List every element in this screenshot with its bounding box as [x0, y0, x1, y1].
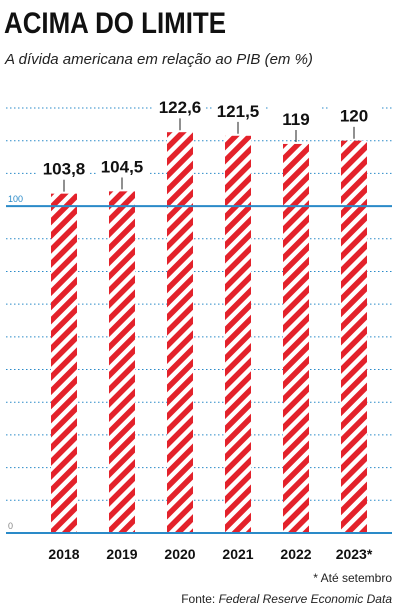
y-tick-label: 0 — [8, 521, 13, 531]
value-label: 104,5 — [101, 157, 144, 176]
chart-title: ACIMA DO LIMITE — [4, 7, 226, 40]
label-box — [270, 105, 322, 130]
chart-subtitle: A dívida americana em relação ao PIB (em… — [4, 51, 313, 68]
x-tick-label: 2021 — [222, 546, 253, 562]
bar — [109, 191, 135, 533]
value-label: 121,5 — [217, 102, 260, 121]
label-box — [212, 97, 264, 122]
value-label: 120 — [340, 107, 368, 126]
bar — [283, 143, 309, 533]
source: Fonte: Federal Reserve Economic Data — [181, 592, 392, 606]
value-label: 119 — [282, 110, 309, 129]
label-box — [154, 94, 206, 119]
value-label: 103,8 — [43, 160, 86, 179]
x-tick-label: 2018 — [48, 546, 79, 562]
label-box — [96, 153, 148, 178]
bar — [225, 135, 251, 534]
x-tick-label: 2020 — [164, 546, 195, 562]
source-name: Federal Reserve Economic Data — [219, 592, 393, 606]
label-box — [328, 102, 380, 127]
bar — [167, 132, 193, 533]
bar — [51, 193, 77, 533]
x-tick-label: 2019 — [106, 546, 137, 562]
value-label: 122,6 — [159, 98, 202, 117]
bar — [341, 140, 367, 533]
source-label: Fonte: — [181, 592, 215, 606]
y-tick-label: 100 — [8, 194, 23, 204]
x-tick-label: 2023* — [336, 546, 373, 562]
x-tick-label: 2022 — [280, 546, 311, 562]
footnote: * Até setembro — [313, 571, 392, 585]
label-box — [38, 155, 90, 180]
